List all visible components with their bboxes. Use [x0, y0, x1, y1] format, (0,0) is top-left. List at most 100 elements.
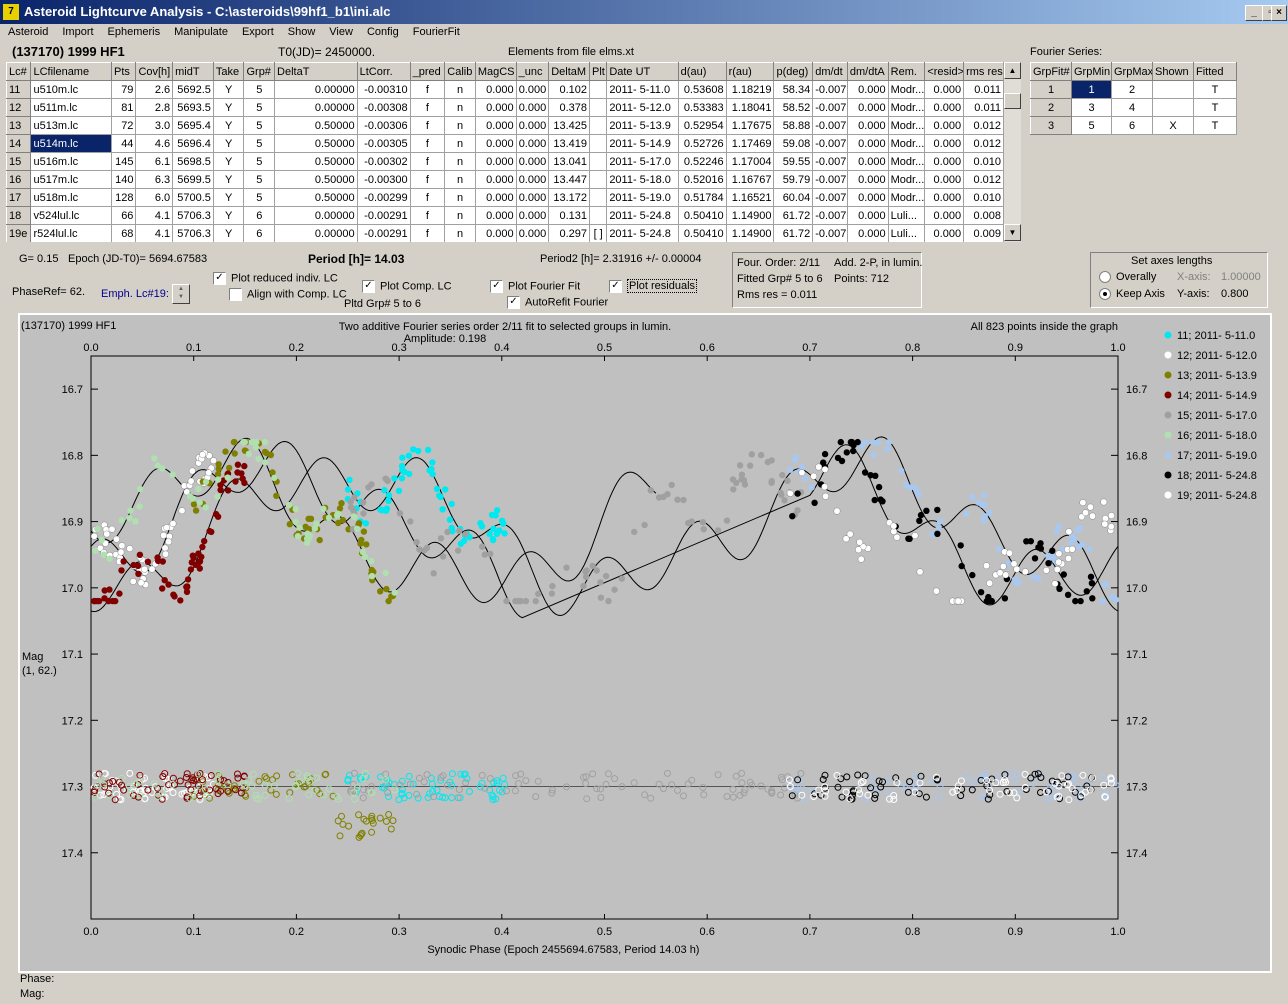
column-header[interactable]: Cov[h]: [135, 62, 174, 81]
table-cell[interactable]: 79: [110, 80, 137, 99]
table-cell[interactable]: 0.000: [846, 152, 889, 171]
table-cell[interactable]: 0.000: [515, 170, 550, 189]
table-cell[interactable]: -0.00299: [356, 188, 411, 207]
table-cell[interactable]: X: [1152, 116, 1194, 135]
column-header[interactable]: DeltaM: [548, 62, 590, 81]
table-cell[interactable]: 44: [110, 134, 137, 153]
table-cell[interactable]: 2011- 5-18.0: [606, 170, 679, 189]
table-cell[interactable]: 5: [243, 98, 276, 117]
table-cell[interactable]: 5695.4: [172, 116, 214, 135]
table-cell[interactable]: n: [444, 188, 476, 207]
plot-fourier-checkbox[interactable]: ✓ Plot Fourier Fit: [490, 280, 580, 293]
table-cell[interactable]: 0.50000: [274, 134, 358, 153]
table-cell[interactable]: 1.18041: [725, 98, 775, 117]
row-header[interactable]: 16: [6, 170, 32, 189]
table-cell[interactable]: 4.1: [135, 224, 174, 242]
menu-config[interactable]: Config: [366, 26, 399, 38]
table-cell[interactable]: 0.52016: [677, 170, 727, 189]
table-cell[interactable]: 1.18219: [725, 80, 775, 99]
table-cell[interactable]: [588, 80, 608, 99]
table-cell[interactable]: -0.007: [812, 134, 848, 153]
table-cell[interactable]: 0.51784: [677, 188, 727, 207]
table-cell[interactable]: 13.419: [548, 134, 590, 153]
table-cell[interactable]: Y: [212, 80, 245, 99]
table-cell[interactable]: -0.007: [812, 188, 848, 207]
table-row[interactable]: 15 u516m.lc 145 6.1 5698.5 Y 5 0.50000 -0.00302 f…: [6, 152, 1004, 171]
table-cell[interactable]: 3: [1071, 98, 1112, 117]
column-header[interactable]: Lc#: [6, 62, 32, 81]
column-header[interactable]: r(au): [725, 62, 775, 81]
column-header[interactable]: d(au): [677, 62, 727, 81]
column-header[interactable]: rms res: [963, 62, 1004, 81]
column-header[interactable]: MagCS: [474, 62, 517, 81]
table-cell[interactable]: 0.50000: [274, 152, 358, 171]
lightcurve-table[interactable]: Lc# LCfilename Pts Cov[h] midT Take Grp# DeltaT…: [6, 62, 1004, 242]
table-cell[interactable]: 59.79: [773, 170, 814, 189]
column-header[interactable]: Pts: [110, 62, 137, 81]
table-cell[interactable]: 61.72: [773, 224, 814, 242]
table-cell[interactable]: f: [409, 116, 446, 135]
table-cell[interactable]: Y: [212, 116, 245, 135]
table-cell[interactable]: 0.000: [474, 116, 517, 135]
lc-filename-cell[interactable]: u514m.lc: [30, 134, 112, 153]
table-cell[interactable]: 5706.3: [172, 206, 214, 225]
table-cell[interactable]: 2.6: [135, 80, 174, 99]
table-cell[interactable]: 5: [243, 80, 276, 99]
table-cell[interactable]: 72: [110, 116, 137, 135]
table-cell[interactable]: 0.000: [924, 224, 965, 242]
table-cell[interactable]: 2011- 5-11.0: [606, 80, 679, 99]
table-cell[interactable]: Y: [212, 170, 245, 189]
column-header[interactable]: Grp#: [243, 62, 276, 81]
lc-table-scrollbar[interactable]: ▲ ▼: [1003, 62, 1021, 242]
table-cell[interactable]: -0.007: [812, 170, 848, 189]
table-cell[interactable]: -0.00306: [356, 116, 411, 135]
column-header[interactable]: dm/dtA: [846, 62, 889, 81]
table-cell[interactable]: 1: [1071, 80, 1112, 99]
table-row[interactable]: 19e r524lul.lc 68 4.1 5706.3 Y 6 0.00000 -0.0029…: [6, 224, 1004, 242]
table-cell[interactable]: 58.88: [773, 116, 814, 135]
table-cell[interactable]: 58.52: [773, 98, 814, 117]
checkbox-checked-icon[interactable]: ✓: [362, 280, 375, 293]
plot-reduced-checkbox[interactable]: ✓ Plot reduced indiv. LC: [213, 272, 338, 285]
plot-comp-checkbox[interactable]: ✓ Plot Comp. LC: [362, 280, 452, 293]
table-cell[interactable]: -0.00308: [356, 98, 411, 117]
column-header[interactable]: _unc: [515, 62, 550, 81]
table-cell[interactable]: 0.000: [474, 206, 517, 225]
table-cell[interactable]: T: [1193, 116, 1237, 135]
table-cell[interactable]: 5: [243, 188, 276, 207]
table-cell[interactable]: 0.000: [924, 188, 965, 207]
table-cell[interactable]: 0.000: [515, 98, 550, 117]
table-cell[interactable]: 0.000: [515, 188, 550, 207]
lc-filename-cell[interactable]: r524lul.lc: [30, 224, 112, 242]
table-cell[interactable]: -0.00305: [356, 134, 411, 153]
column-header[interactable]: midT: [172, 62, 214, 81]
column-header[interactable]: GrpFit#: [1030, 62, 1072, 81]
column-header[interactable]: p(deg): [773, 62, 814, 81]
table-cell[interactable]: Modr...: [887, 170, 926, 189]
table-cell[interactable]: 5: [1071, 116, 1112, 135]
table-cell[interactable]: 0.000: [515, 152, 550, 171]
table-cell[interactable]: Modr...: [887, 98, 926, 117]
table-cell[interactable]: Y: [212, 152, 245, 171]
x-axis-value[interactable]: 1.00000: [1221, 271, 1261, 283]
row-header[interactable]: 1: [1030, 80, 1072, 99]
table-cell[interactable]: 0.000: [515, 80, 550, 99]
table-cell[interactable]: 2011- 5-12.0: [606, 98, 679, 117]
table-cell[interactable]: Modr...: [887, 152, 926, 171]
table-cell[interactable]: 0.50000: [274, 116, 358, 135]
table-cell[interactable]: 0.50410: [677, 206, 727, 225]
table-cell[interactable]: 0.00000: [274, 98, 358, 117]
table-cell[interactable]: -0.007: [812, 116, 848, 135]
row-header[interactable]: 12: [6, 98, 32, 117]
table-cell[interactable]: -0.007: [812, 80, 848, 99]
table-cell[interactable]: 0.000: [846, 188, 889, 207]
table-cell[interactable]: 128: [110, 188, 137, 207]
row-header[interactable]: 2: [1030, 98, 1072, 117]
table-row[interactable]: 16 u517m.lc 140 6.3 5699.5 Y 5 0.50000 -0.00300 f…: [6, 170, 1004, 189]
y-axis-value[interactable]: 0.800: [1221, 288, 1249, 300]
table-cell[interactable]: 0.000: [515, 116, 550, 135]
radio-off-icon[interactable]: [1099, 271, 1111, 284]
table-cell[interactable]: 0.000: [846, 98, 889, 117]
menu-import[interactable]: Import: [62, 26, 94, 38]
table-cell[interactable]: Luli...: [887, 224, 926, 242]
